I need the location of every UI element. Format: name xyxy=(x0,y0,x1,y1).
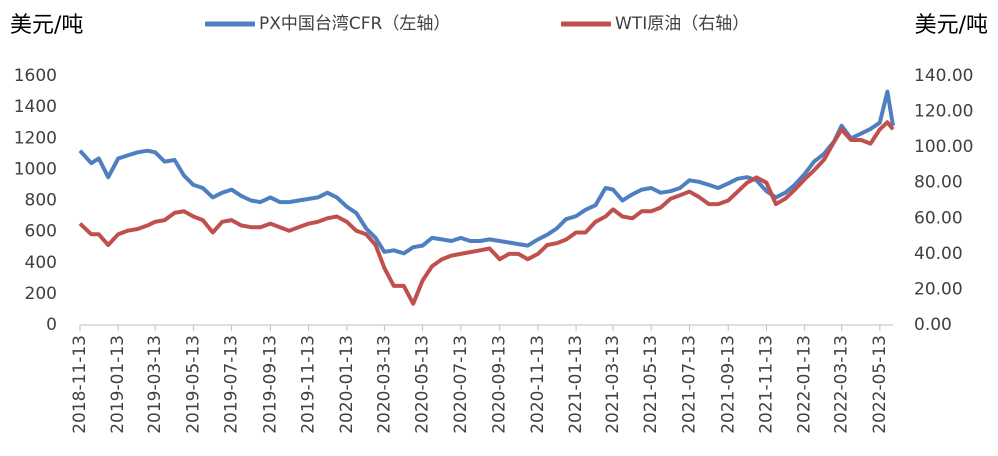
x-tick-label: 2021-11-13 xyxy=(756,335,776,434)
y2-tick-label: 80.00 xyxy=(914,173,963,193)
x-tick-label: 2020-07-13 xyxy=(451,335,471,434)
x-tick-label: 2020-03-13 xyxy=(374,335,394,434)
y2-tick-label: 140.00 xyxy=(914,66,973,86)
x-tick-label: 2019-01-13 xyxy=(108,335,128,434)
y-tick-label: 1000 xyxy=(14,159,57,179)
series-line xyxy=(78,89,895,256)
y2-tick-label: 20.00 xyxy=(914,279,963,299)
x-tick-label: 2021-07-13 xyxy=(679,335,699,434)
y2-tick-label: 60.00 xyxy=(914,208,963,228)
y-tick-label: 200 xyxy=(25,284,57,304)
x-tick-label: 2022-01-13 xyxy=(795,335,815,434)
x-tick-label: 2019-09-13 xyxy=(260,335,280,434)
x-tick-label: 2022-03-13 xyxy=(832,335,852,434)
x-tick-label: 2020-05-13 xyxy=(413,335,433,434)
x-tick-label: 2020-01-13 xyxy=(337,335,357,434)
x-tick-label: 2020-11-13 xyxy=(528,335,548,434)
x-tick-label: 2021-01-13 xyxy=(566,335,586,434)
legend-label: WTI原油（右轴） xyxy=(615,14,749,34)
y-tick-label: 400 xyxy=(25,253,57,273)
y-tick-label: 800 xyxy=(25,191,57,211)
y2-axis-label: 美元/吨 xyxy=(915,13,988,38)
y2-tick-label: 120.00 xyxy=(914,102,973,122)
y2-tick-label: 0.00 xyxy=(914,315,952,335)
y-axis-label: 美元/吨 xyxy=(10,13,83,38)
y2-tick-label: 100.00 xyxy=(914,137,973,157)
legend-label: PX中国台湾CFR（左轴） xyxy=(259,14,450,34)
x-tick-label: 2021-09-13 xyxy=(718,335,738,434)
x-tick-label: 2021-03-13 xyxy=(603,335,623,434)
x-tick-label: 2022-05-13 xyxy=(870,335,890,434)
x-tick-label: 2018-11-13 xyxy=(70,335,90,434)
x-tick-label: 2019-07-13 xyxy=(222,335,242,434)
y-tick-label: 600 xyxy=(25,222,57,242)
y2-tick-label: 40.00 xyxy=(914,244,963,264)
y-tick-label: 1600 xyxy=(14,66,57,86)
series-line xyxy=(78,120,895,306)
x-tick-label: 2021-05-13 xyxy=(641,335,661,434)
y-tick-label: 1400 xyxy=(14,97,57,117)
x-tick-label: 2019-05-13 xyxy=(183,335,203,434)
x-tick-label: 2020-09-13 xyxy=(490,335,510,434)
x-tick-label: 2019-11-13 xyxy=(299,335,319,434)
y-tick-label: 0 xyxy=(46,315,57,335)
x-tick-label: 2019-03-13 xyxy=(145,335,165,434)
y-tick-label: 1200 xyxy=(14,128,57,148)
